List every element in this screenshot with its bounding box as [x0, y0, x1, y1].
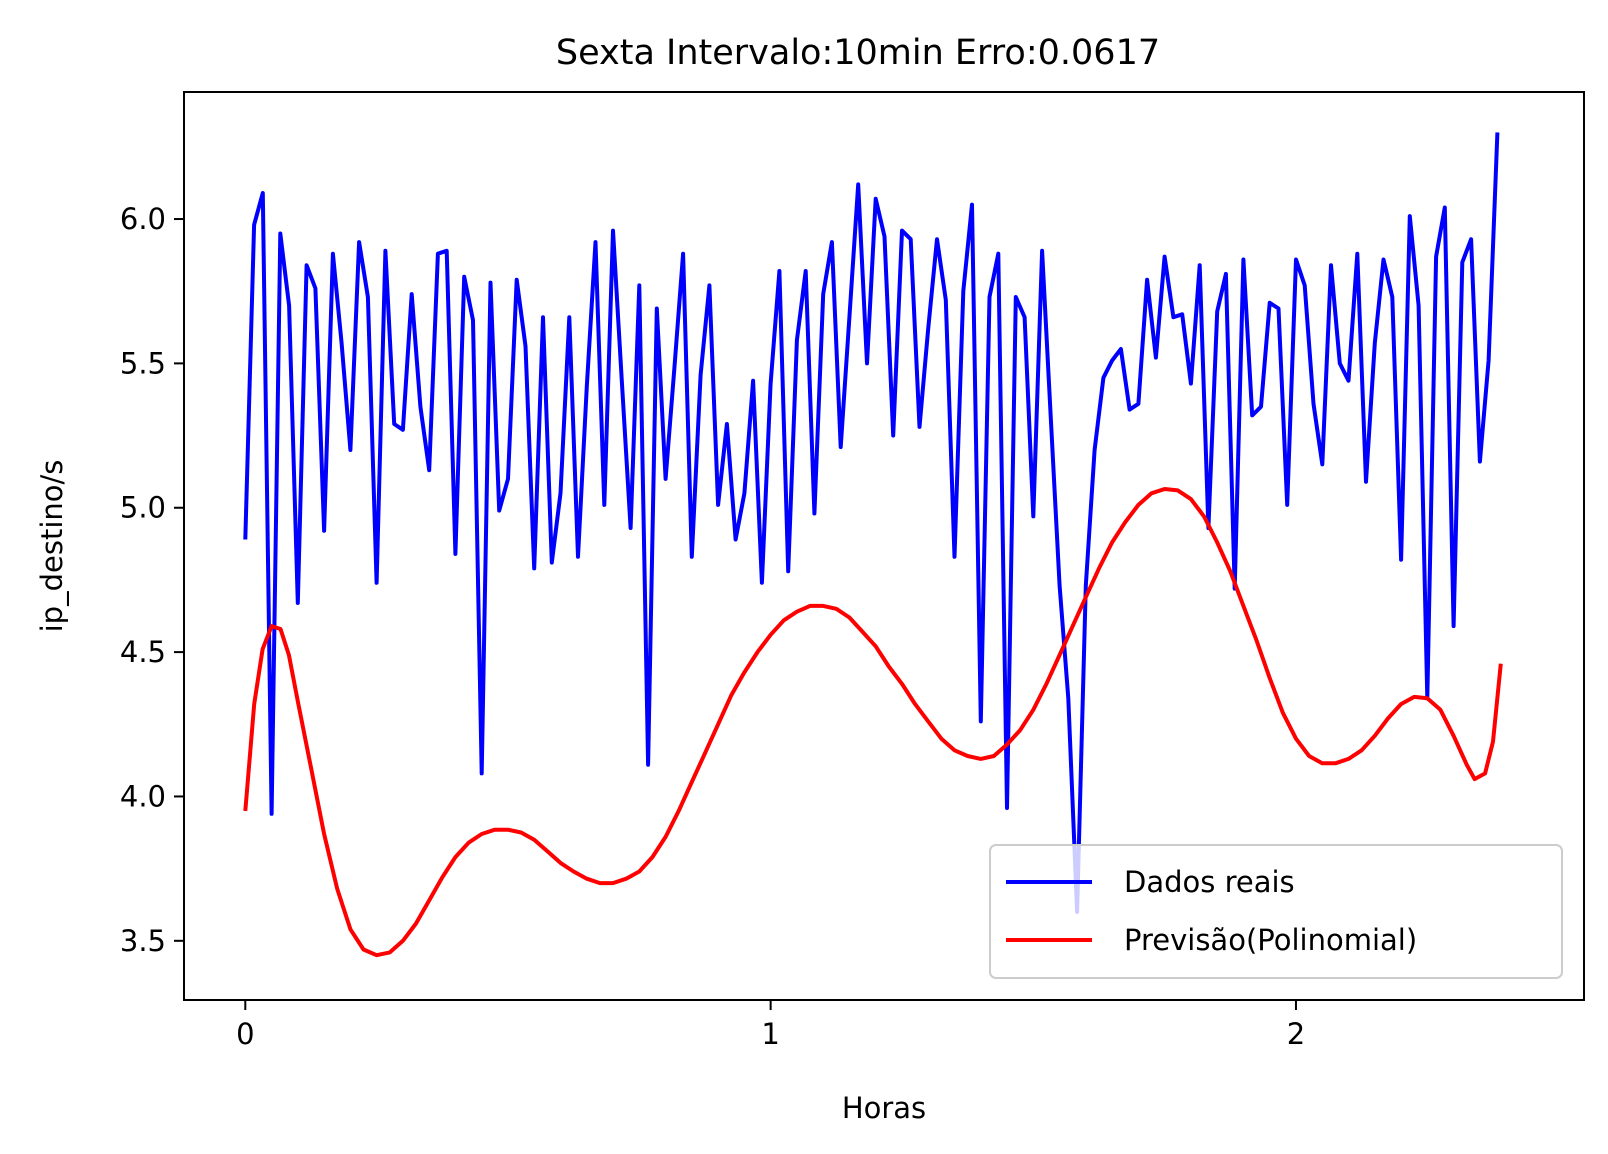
- legend-label-previsao: Previsão(Polinomial): [1124, 923, 1417, 957]
- x-axis: 0 1 2: [236, 1000, 1305, 1051]
- chart-title: Sexta Intervalo:10min Erro:0.0617: [556, 33, 1160, 73]
- x-tick-label: 1: [761, 1017, 779, 1051]
- plot-area: [243, 132, 1503, 958]
- legend-box: [989, 844, 1563, 979]
- legend-label-dados-reais: Dados reais: [1124, 865, 1295, 899]
- y-tick-label: 6.0: [120, 202, 166, 236]
- series-previsao-line: [243, 487, 1503, 958]
- x-tick-label: 2: [1287, 1017, 1305, 1051]
- legend: Dados reais Previsão(Polinomial): [989, 844, 1563, 979]
- x-tick-label: 0: [236, 1017, 254, 1051]
- y-axis: 3.5 4.0 4.5 5.0 5.5 6.0: [120, 202, 184, 958]
- axes-frame: [183, 91, 1585, 1001]
- y-axis-title: ip_destino/s: [35, 460, 69, 633]
- y-tick-label: 4.5: [120, 635, 166, 669]
- y-tick-label: 4.0: [120, 779, 166, 813]
- series-dados-reais-line: [243, 132, 1500, 914]
- x-axis-title: Horas: [842, 1091, 926, 1125]
- y-tick-label: 3.5: [120, 924, 166, 958]
- y-tick-label: 5.0: [120, 491, 166, 525]
- y-tick-label: 5.5: [120, 346, 166, 380]
